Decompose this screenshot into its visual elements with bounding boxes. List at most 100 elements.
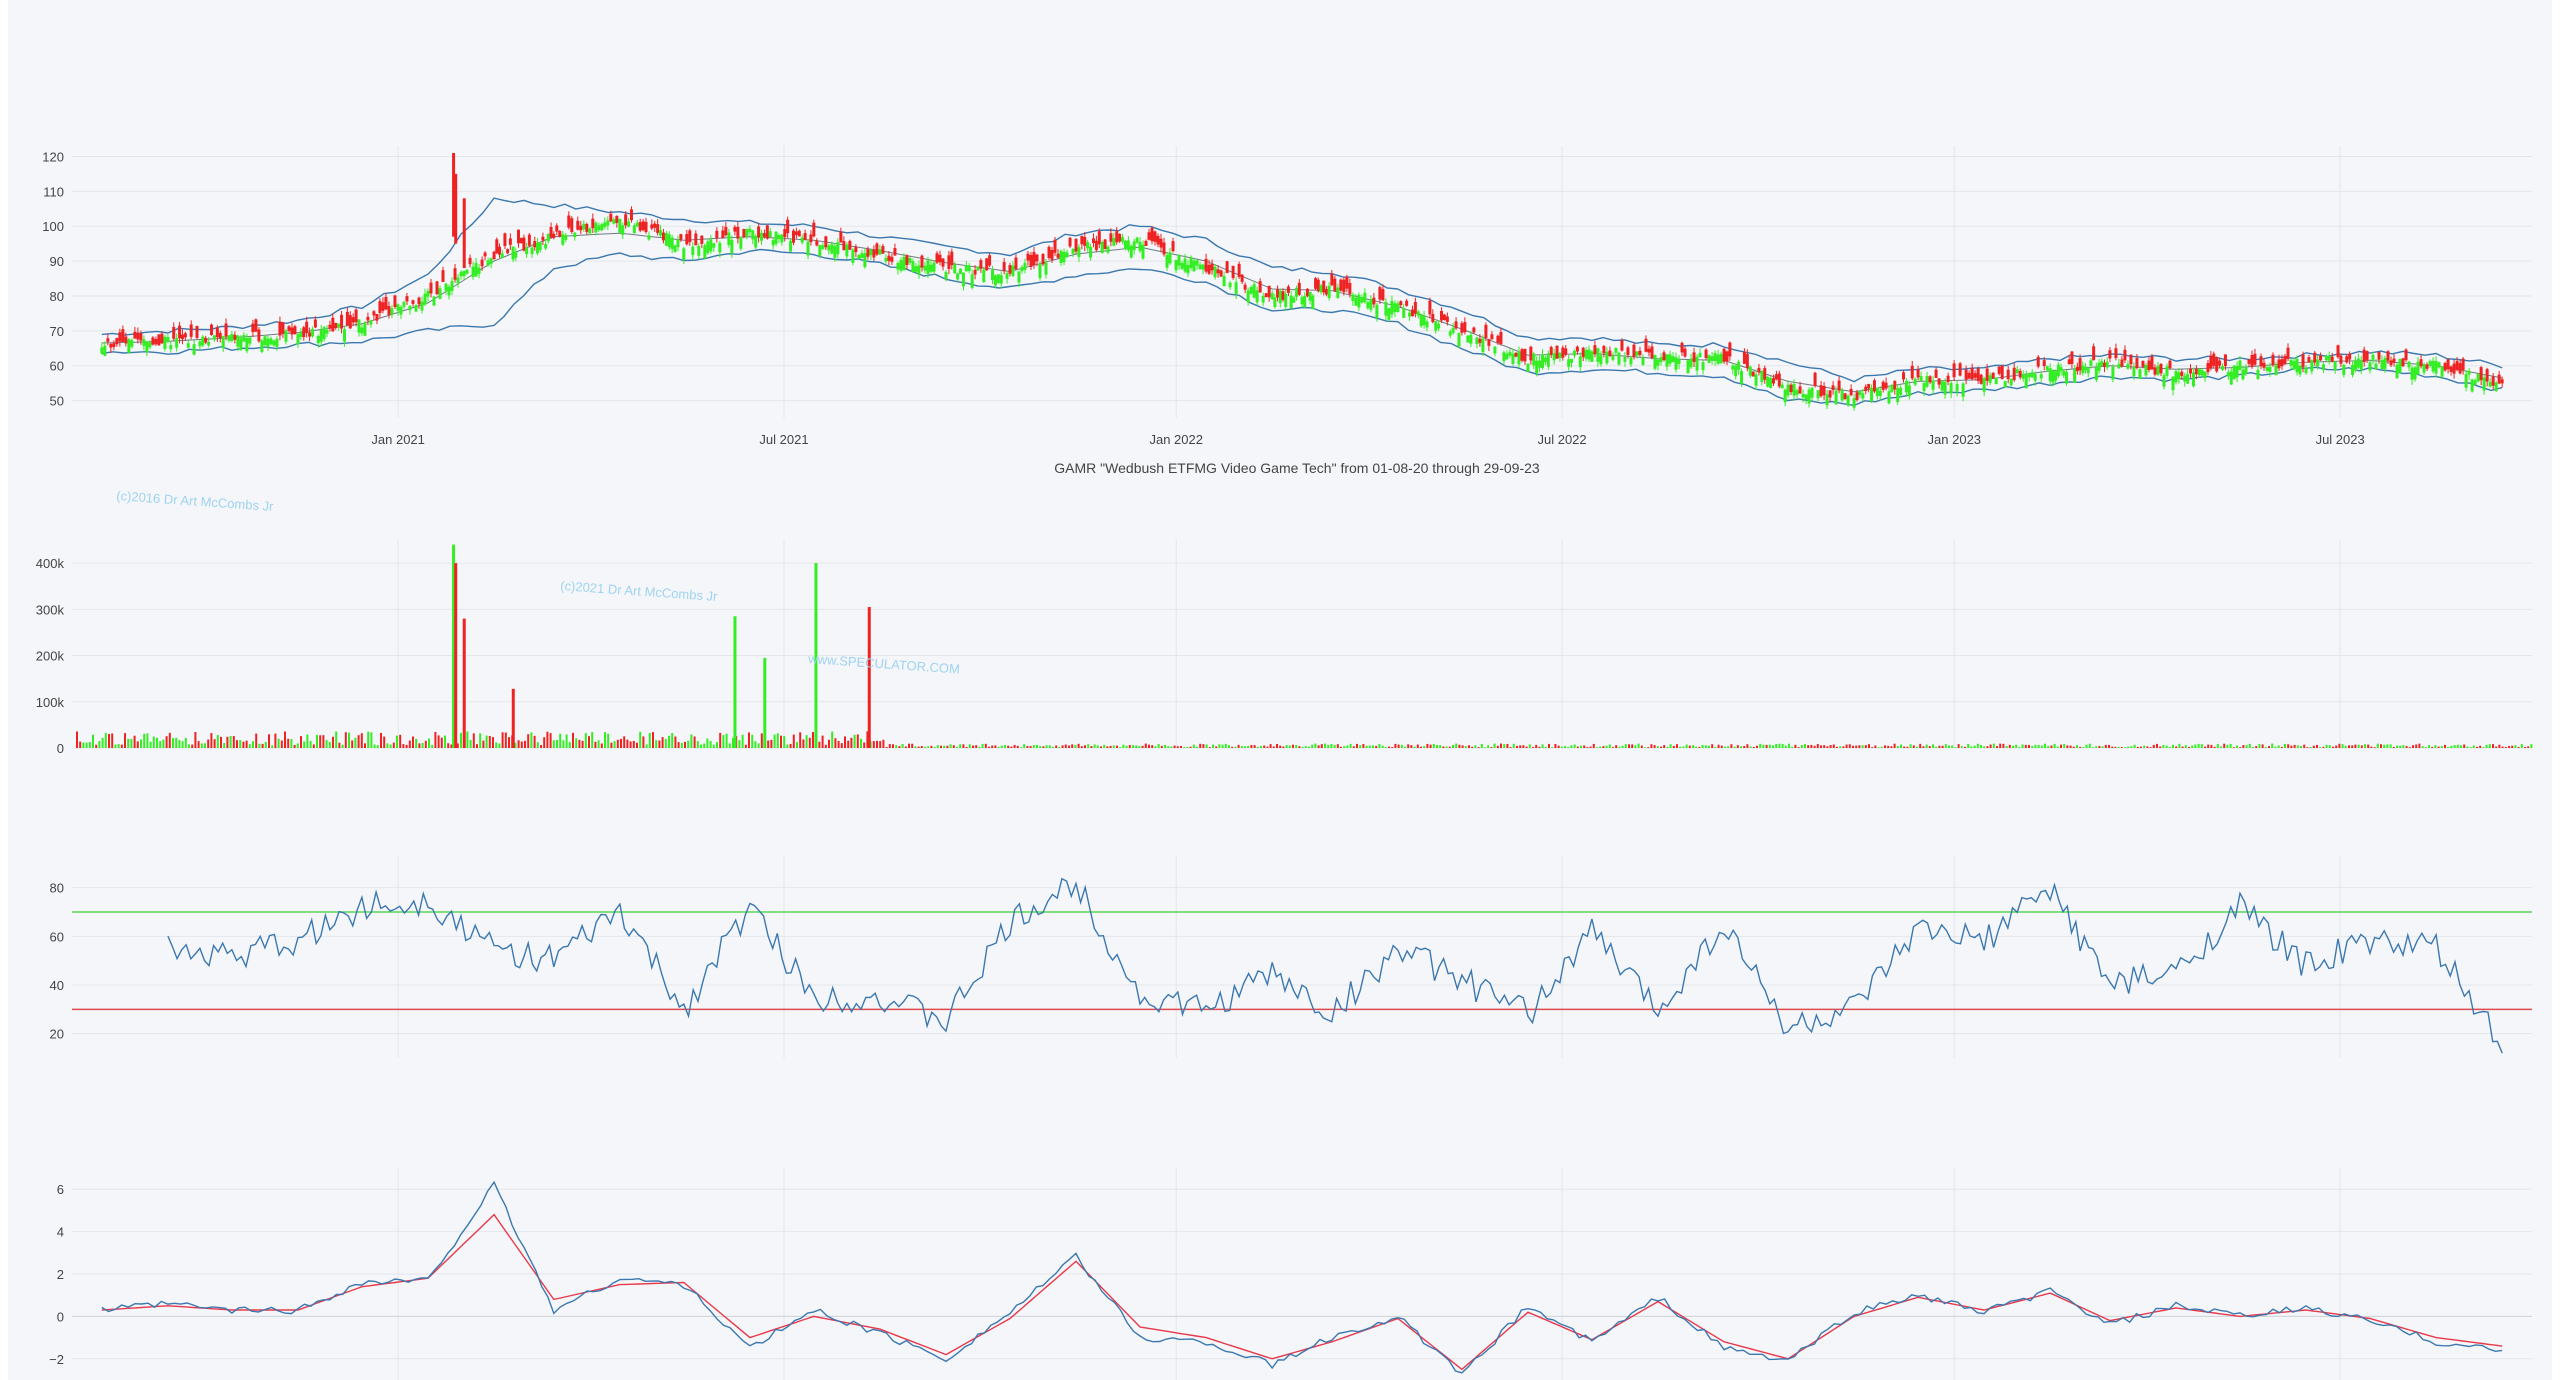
volume-bar [728,743,731,748]
candle-body [691,246,695,256]
candle-body [322,327,326,340]
candle-body [1964,369,1968,380]
volume-bar [1589,746,1592,748]
candle-body [1849,388,1853,396]
candle-body [552,233,556,238]
candle-body [1602,346,1606,354]
bollinger-middle-line [101,232,2503,393]
volume-bar [1244,746,1246,748]
candle-body [1322,280,1326,293]
volume-bar [1656,746,1659,748]
volume-bar [943,745,946,748]
volume-bar [1564,746,1566,748]
volume-bar [1957,744,1960,748]
candle-body [1068,237,1072,247]
volume-bar [1807,745,1810,748]
volume-bar [2015,744,2018,748]
candle-body [1123,240,1127,249]
volume-bar [1445,746,1448,748]
candle-body [2425,364,2429,369]
volume-bar [1151,745,1154,748]
candle-body [967,265,971,272]
volume-bar [1016,745,1019,748]
volume-bar [1000,745,1003,748]
volume-bar [1823,745,1826,748]
candle-body [993,275,997,286]
candle-body [1997,366,2001,374]
volume-bar [664,739,667,748]
candle-body [2045,365,2049,371]
candle-body [1807,389,1811,404]
volume-bar [1912,745,1915,748]
volume-bar [2498,744,2501,748]
volume-bar [1797,747,1800,748]
volume-bar [223,742,226,748]
volume-bar [988,746,990,748]
volume-bar [2408,747,2411,748]
candle-body [2241,369,2245,380]
volume-bar [2517,747,2520,748]
candle-body [1763,368,1767,380]
volume-bar [2316,744,2318,748]
volume-bar [1887,745,1890,748]
volume-bar [1388,746,1390,748]
candle-body [453,268,457,280]
candle-body [2200,370,2204,376]
candle-body [1210,263,1214,271]
grid-lines [72,146,2532,1380]
candle-body [2283,356,2287,364]
candle-body [112,343,116,347]
volume-bar [492,737,494,748]
volume-bar [1010,746,1013,748]
candle-body [676,239,680,248]
candle-body [911,261,915,272]
volume-bar [716,742,718,748]
candle-body [1219,270,1223,277]
volume-bar [2159,746,2162,748]
volume-bar [1570,745,1573,748]
volume-bar [2328,745,2331,748]
candle-body [585,224,589,232]
candle-body [1922,382,1926,392]
candle-body [1118,233,1122,242]
y-tick-label: 80 [50,289,64,304]
volume-bar [965,746,968,748]
candle-body [1511,353,1515,364]
volume-bar [226,736,229,748]
candle-body [2203,371,2207,378]
candle-body [985,258,989,271]
volume-bar [1813,745,1816,748]
candle-body [204,337,208,343]
volume-bar [1996,746,1998,748]
volume-bar [2469,747,2472,748]
volume-bar [1132,745,1134,748]
volume-bar [2239,747,2242,748]
volume-bar [280,740,283,748]
volume-bar [668,735,670,748]
candle-body [1896,388,1900,402]
volume-bar [357,735,360,748]
volume-bar [2396,745,2398,748]
candle-body [1425,321,1429,328]
volume-bar [210,733,213,748]
volume-bar [575,738,578,748]
candle-body [1106,246,1110,253]
candle-body [929,264,933,272]
volume-bar [300,736,302,748]
volume-bar [1775,743,1778,748]
candle-body [2440,367,2444,377]
candle-body [573,232,577,238]
y-tick-label: 40 [50,978,64,993]
volume-bar [1352,746,1355,748]
candle-body [2048,368,2052,382]
volume-bar [2300,746,2302,748]
volume-bar [1282,746,1285,748]
candle-body [1837,380,1841,391]
candle-body [1575,346,1579,352]
volume-bar [252,741,254,748]
candle-body [588,228,592,234]
candle-body [2108,350,2112,359]
volume-bar [508,737,510,748]
candle-body [1192,260,1196,272]
candle-body [1295,287,1299,297]
